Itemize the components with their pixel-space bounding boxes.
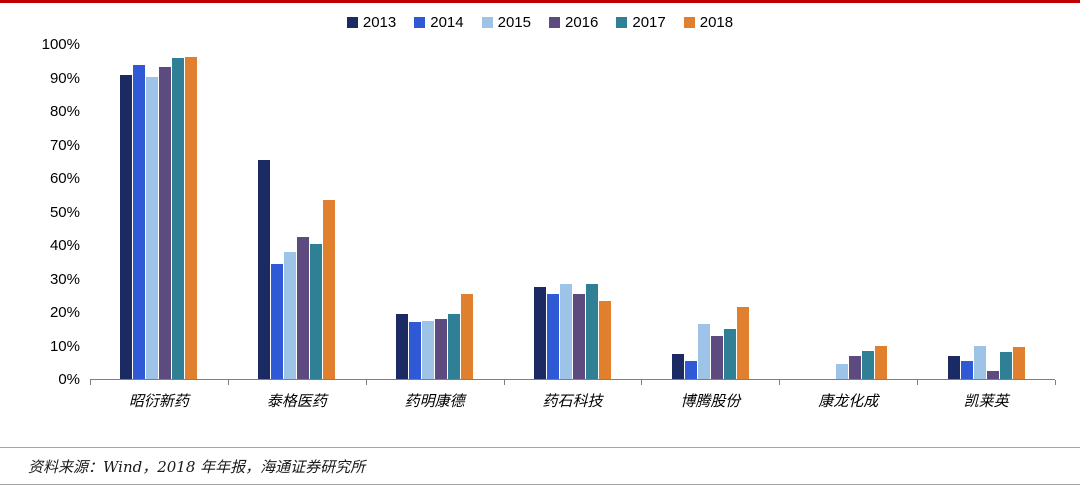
bar-2018 [323, 200, 336, 379]
bar-2015 [284, 252, 297, 379]
bar-group [504, 45, 643, 385]
y-axis: 100% 90% 80% 70% 60% 50% 40% 30% 20% 10% 0% [0, 36, 80, 389]
bar-2015 [973, 345, 986, 379]
bar-2018 [1012, 347, 1025, 379]
top-border-rule [0, 0, 1080, 3]
footer-divider-top [0, 447, 1080, 448]
legend-label: 2018 [699, 14, 734, 31]
bar-2018 [461, 293, 474, 379]
bar-2014 [684, 360, 697, 379]
legend-swatch [683, 17, 695, 28]
x-axis-label: 药明康德 [404, 392, 465, 410]
bar-2017 [448, 313, 461, 379]
x-axis-label: 药石科技 [542, 392, 603, 410]
bar-2017 [861, 350, 874, 379]
bar-2015 [146, 76, 159, 379]
bar-2014 [960, 360, 973, 379]
bar-2017 [310, 243, 323, 379]
legend-label: 2013 [362, 14, 397, 31]
y-axis-tick-label: 40% [49, 237, 80, 254]
bar-2018 [874, 345, 887, 379]
bar-2017 [586, 283, 598, 379]
legend-item-2013: 2013 [346, 14, 397, 31]
bar-group [917, 45, 1056, 385]
y-axis-tick-label: 60% [49, 170, 80, 187]
legend-swatch [549, 17, 560, 28]
bar-2016 [435, 318, 448, 379]
bar-2013 [534, 287, 546, 379]
y-axis-tick-label: 0% [58, 371, 80, 388]
legend-swatch [481, 17, 493, 28]
x-axis-label: 昭衍新药 [128, 392, 189, 410]
bar-2017 [172, 58, 185, 379]
bar-2015 [560, 283, 572, 379]
x-axis-label: 泰格医药 [266, 392, 327, 410]
bar-2016 [297, 237, 310, 379]
bar-2016 [848, 355, 861, 379]
legend-swatch [616, 17, 628, 28]
y-axis-tick-label: 50% [49, 203, 80, 221]
bar-group [90, 45, 229, 385]
bar-2014 [409, 322, 422, 379]
bar-group [779, 45, 919, 385]
y-axis-tick-label: 90% [49, 69, 80, 87]
bar-2013 [258, 160, 271, 379]
x-axis-labels: 昭衍新药 泰格医药 药明康德 药石科技 博腾股份 康龙化成 凯莱英 [90, 390, 1055, 411]
legend-item-2017: 2017 [616, 14, 666, 31]
bar-2017 [723, 328, 736, 379]
bar-2018 [185, 56, 198, 379]
legend-item-2018: 2018 [683, 14, 734, 31]
footer-divider-bottom [0, 484, 1080, 485]
bar-2017 [999, 352, 1012, 379]
legend-swatch [346, 17, 358, 28]
y-axis-tick-label: 30% [49, 270, 80, 288]
bar-2018 [599, 300, 611, 379]
bar-2015 [835, 363, 848, 379]
legend-label: 2017 [632, 14, 666, 31]
bar-2014 [271, 263, 284, 379]
bar-2013 [396, 313, 409, 379]
legend-item-2015: 2015 [481, 14, 531, 31]
legend-label: 2016 [565, 14, 599, 31]
bar-group [641, 45, 781, 385]
bar-group [366, 45, 505, 385]
legend-item-2014: 2014 [414, 14, 464, 31]
legend-swatch [414, 17, 426, 28]
y-axis-tick-label: 100% [41, 36, 80, 53]
bar-2013 [947, 355, 960, 379]
y-axis-tick-label: 70% [49, 136, 80, 154]
bar-2013 [671, 353, 684, 379]
x-axis-label: 凯莱英 [963, 392, 1009, 410]
bar-2015 [422, 320, 435, 379]
plot-area [90, 45, 1056, 385]
bar-2015 [697, 323, 710, 379]
chart-legend: 2013 2014 2015 2016 2017 2018 [0, 14, 1080, 31]
bar-2014 [133, 65, 146, 379]
legend-item-2016: 2016 [549, 14, 598, 31]
bar-2016 [986, 370, 999, 379]
x-axis-label: 康龙化成 [818, 392, 879, 410]
y-axis-tick-label: 20% [49, 304, 80, 321]
x-axis-label: 博腾股份 [680, 392, 741, 410]
y-axis-tick-label: 10% [49, 337, 80, 355]
bar-2016 [159, 66, 172, 379]
bar-2016 [710, 335, 723, 379]
bar-2018 [736, 307, 749, 379]
legend-label: 2015 [497, 14, 531, 31]
source-text: 资料来源：Wind，2018 年年报，海通证券研究所 [28, 458, 366, 476]
legend-label: 2014 [430, 14, 464, 31]
y-axis-tick-label: 80% [49, 103, 80, 120]
bar-group [228, 45, 367, 385]
bar-2016 [573, 293, 585, 379]
bar-2014 [547, 293, 559, 379]
bar-2013 [120, 75, 133, 379]
